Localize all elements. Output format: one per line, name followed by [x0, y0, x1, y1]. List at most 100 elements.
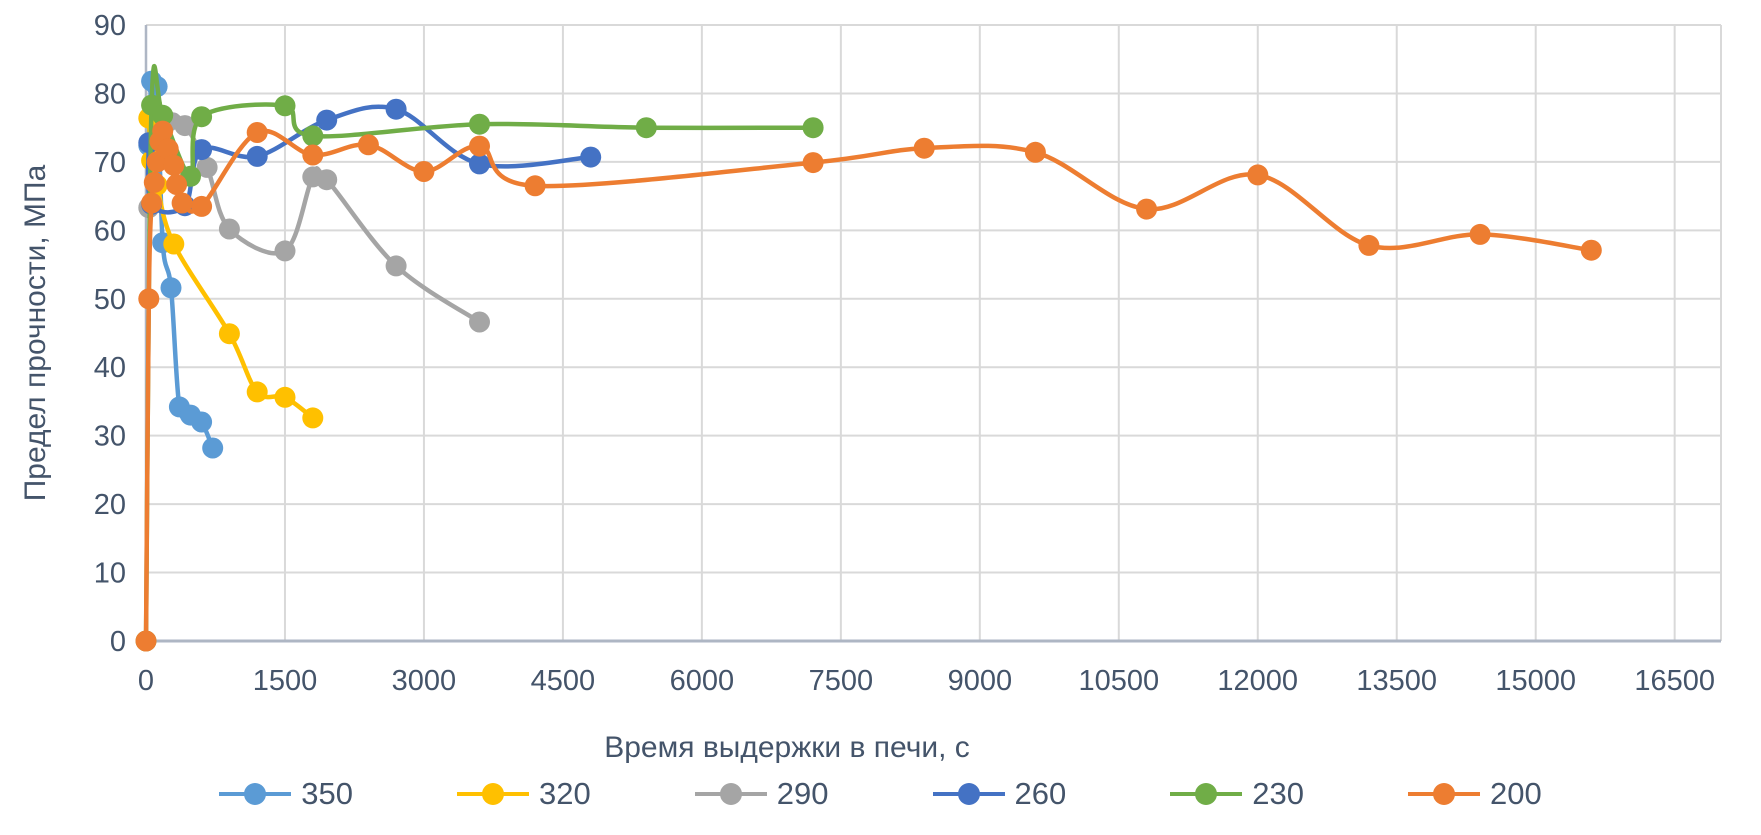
series-230-marker-9	[802, 117, 824, 139]
series-200-marker-8	[163, 154, 185, 176]
series-350-marker-8	[202, 437, 224, 459]
series-200-marker-6	[152, 120, 174, 142]
y-tick-label-30: 30	[94, 421, 126, 453]
y-tick-label-10: 10	[94, 558, 126, 590]
series-320-marker-4	[218, 323, 240, 345]
series-200-marker-15	[413, 161, 435, 182]
series-200-marker-12	[246, 122, 268, 143]
series-200-marker-20	[1024, 141, 1046, 163]
y-tick-label-40: 40	[94, 352, 126, 384]
series-350-marker-4	[160, 277, 182, 299]
series-200-marker-0	[135, 630, 157, 652]
x-tick-label-12000: 12000	[1217, 665, 1298, 697]
legend-marker-290-icon	[694, 783, 767, 805]
series-200-marker-18	[802, 152, 824, 174]
series-260-marker-4	[246, 145, 268, 167]
y-tick-label-0: 0	[110, 626, 126, 658]
x-tick-label-6000: 6000	[670, 665, 735, 697]
series-200-marker-11	[191, 195, 213, 217]
y-tick-label-70: 70	[94, 147, 126, 179]
legend-marker-320-icon	[457, 783, 530, 805]
x-tick-label-4500: 4500	[531, 665, 596, 697]
series-290-marker-9	[469, 311, 490, 333]
legend-label-320: 320	[539, 776, 591, 811]
series-350-marker-7	[191, 411, 213, 433]
legend-label-230: 230	[1252, 776, 1304, 811]
legend-label-290: 290	[776, 776, 829, 811]
series-200-marker-16	[469, 135, 490, 157]
x-tick-label-3000: 3000	[392, 665, 457, 697]
series-200-marker-23	[1358, 234, 1380, 256]
legend-label-350: 350	[301, 776, 354, 811]
legend-dot-230	[1195, 783, 1218, 805]
series-200-marker-3	[143, 171, 165, 193]
series-200-line	[143, 128, 1594, 644]
series-200-marker-24	[1469, 223, 1491, 245]
legend-dot-260	[957, 783, 980, 805]
x-tick-label-15000: 15000	[1495, 665, 1576, 697]
series-200-marker-19	[913, 137, 935, 159]
x-tick-label-7500: 7500	[809, 665, 874, 697]
series-200-marker-9	[166, 174, 188, 195]
legend-dot-350	[244, 783, 267, 805]
legend-label-200: 200	[1489, 776, 1542, 811]
series-200-marker-21	[1136, 198, 1158, 220]
legend-item-200: 200	[1407, 776, 1542, 812]
series-260-marker-3	[191, 139, 213, 161]
x-tick-label-9000: 9000	[948, 665, 1013, 697]
legend-marker-350-icon	[219, 783, 292, 805]
legend-marker-200-icon	[1407, 783, 1480, 805]
series-260-marker-8	[580, 146, 602, 168]
series-290-marker-2	[174, 115, 196, 137]
x-tick-label-1500: 1500	[253, 665, 318, 697]
series-290-marker-3	[196, 156, 218, 178]
legend-dot-290	[719, 783, 742, 805]
x-axis-title: Время выдержки в печи, с	[604, 731, 970, 764]
x-tick-label-0: 0	[138, 665, 154, 697]
series-260-marker-5	[316, 109, 338, 131]
x-tick-label-13500: 13500	[1356, 665, 1437, 697]
y-tick-label-60: 60	[94, 215, 126, 247]
legend-dot-200	[1432, 783, 1455, 805]
series-230-marker-6	[302, 125, 324, 147]
series-230-marker-4	[191, 106, 213, 128]
series-260-marker-6	[385, 98, 407, 120]
series-200-marker-1	[138, 288, 160, 310]
series-260-marker-7	[469, 153, 490, 175]
series-320-marker-5	[246, 381, 268, 403]
y-tick-label-80: 80	[94, 78, 126, 110]
series-320-marker-3	[163, 233, 185, 255]
legend-item-290: 290	[694, 776, 829, 812]
y-tick-label-20: 20	[94, 489, 126, 521]
series-200-marker-17	[524, 175, 546, 197]
y-tick-label-90: 90	[94, 10, 126, 42]
series-320-marker-6	[274, 386, 296, 408]
series-200-marker-14	[357, 134, 379, 156]
chart-legend: 350 320 290 260 230 200	[0, 776, 1761, 812]
series-290-marker-7	[316, 169, 338, 191]
series-230-marker-2	[152, 104, 174, 126]
legend-item-320: 320	[457, 776, 591, 812]
y-axis-title: Предел прочности, МПа	[19, 164, 52, 502]
legend-item-260: 260	[932, 776, 1066, 812]
series-230-marker-7	[469, 113, 490, 135]
series-200-marker-2	[141, 192, 163, 214]
series-290-marker-4	[218, 218, 240, 240]
legend-item-230: 230	[1170, 776, 1304, 812]
series-230-marker-5	[274, 95, 296, 117]
x-tick-label-16500: 16500	[1634, 665, 1715, 697]
legend-marker-260-icon	[932, 783, 1005, 805]
series-290-marker-5	[274, 240, 296, 262]
legend-marker-230-icon	[1170, 783, 1243, 805]
legend-dot-320	[482, 783, 505, 805]
series-200-marker-22	[1247, 164, 1269, 186]
legend-item-350: 350	[219, 776, 353, 812]
series-200-marker-7	[157, 138, 179, 160]
series-290-marker-8	[385, 255, 407, 277]
series-200-marker-13	[302, 144, 324, 166]
x-tick-label-10500: 10500	[1078, 665, 1159, 697]
y-tick-label-50: 50	[94, 284, 126, 316]
series-320-marker-7	[302, 407, 324, 429]
